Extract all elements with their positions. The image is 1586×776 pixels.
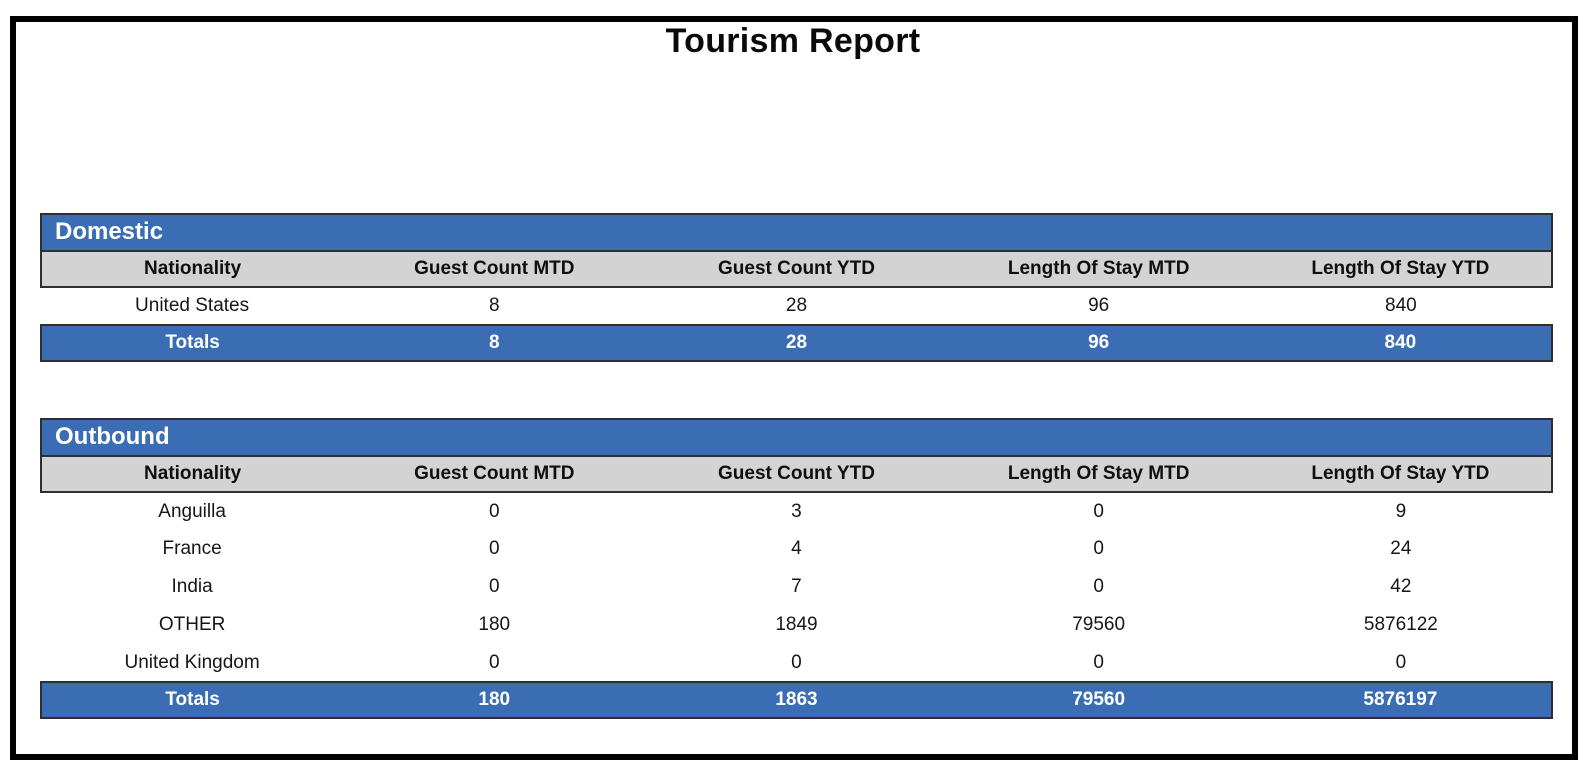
totals-label: Totals	[39, 681, 344, 719]
column-header: Length Of Stay YTD	[1249, 250, 1554, 288]
outbound-table: Outbound Nationality Guest Count MTD Guest …	[39, 418, 1554, 719]
totals-value: 1863	[645, 681, 948, 719]
section-title: Outbound	[40, 418, 1553, 457]
column-header: Length Of Stay MTD	[947, 250, 1250, 288]
column-header: Guest Count MTD	[343, 455, 646, 493]
value-cell: 7	[645, 568, 948, 606]
table-row: Anguilla 0 3 0 9	[41, 492, 1552, 530]
value-cell: 24	[1249, 530, 1552, 568]
nationality-cell: United States	[41, 287, 344, 325]
value-cell: 0	[947, 644, 1250, 682]
value-cell: 79560	[947, 606, 1250, 644]
section-title: Domestic	[40, 213, 1553, 252]
table-row: France 0 4 0 24	[41, 530, 1552, 568]
column-header: Nationality	[39, 250, 344, 288]
value-cell: 0	[947, 530, 1250, 568]
value-cell: 42	[1249, 568, 1552, 606]
totals-value: 28	[645, 324, 948, 362]
table-row: OTHER 180 1849 79560 5876122	[41, 606, 1552, 644]
value-cell: 1849	[645, 606, 948, 644]
column-header-row: Nationality Guest Count MTD Guest Count YT…	[39, 455, 1554, 493]
value-cell: 4	[645, 530, 948, 568]
table-row: India 0 7 0 42	[41, 568, 1552, 606]
totals-row: Totals 180 1863 79560 5876197	[39, 681, 1554, 719]
totals-value: 8	[343, 324, 646, 362]
section-header-row: Domestic	[40, 213, 1553, 252]
column-header: Guest Count YTD	[645, 455, 948, 493]
value-cell: 28	[645, 287, 948, 325]
table-row: United States 8 28 96 840	[41, 287, 1552, 325]
value-cell: 0	[343, 530, 646, 568]
column-header: Length Of Stay YTD	[1249, 455, 1554, 493]
value-cell: 0	[1249, 644, 1552, 682]
totals-row: Totals 8 28 96 840	[39, 324, 1554, 362]
totals-value: 840	[1249, 324, 1554, 362]
value-cell: 0	[343, 492, 646, 530]
value-cell: 0	[947, 492, 1250, 530]
value-cell: 180	[343, 606, 646, 644]
value-cell: 0	[343, 644, 646, 682]
column-header: Guest Count YTD	[645, 250, 948, 288]
nationality-cell: Anguilla	[41, 492, 344, 530]
totals-value: 79560	[947, 681, 1250, 719]
column-header: Guest Count MTD	[343, 250, 646, 288]
value-cell: 0	[645, 644, 948, 682]
totals-label: Totals	[39, 324, 344, 362]
value-cell: 840	[1249, 287, 1552, 325]
nationality-cell: United Kingdom	[41, 644, 344, 682]
section-header-row: Outbound	[40, 418, 1553, 457]
nationality-cell: France	[41, 530, 344, 568]
column-header-row: Nationality Guest Count MTD Guest Count YT…	[39, 250, 1554, 288]
column-header: Length Of Stay MTD	[947, 455, 1250, 493]
value-cell: 5876122	[1249, 606, 1552, 644]
value-cell: 96	[947, 287, 1250, 325]
value-cell: 0	[947, 568, 1250, 606]
totals-value: 180	[343, 681, 646, 719]
totals-value: 96	[947, 324, 1250, 362]
report-title: Tourism Report	[665, 22, 921, 60]
nationality-cell: India	[41, 568, 344, 606]
value-cell: 9	[1249, 492, 1552, 530]
totals-value: 5876197	[1249, 681, 1554, 719]
value-cell: 8	[343, 287, 646, 325]
table-row: United Kingdom 0 0 0 0	[41, 644, 1552, 682]
nationality-cell: OTHER	[41, 606, 344, 644]
value-cell: 0	[343, 568, 646, 606]
column-header: Nationality	[39, 455, 344, 493]
domestic-table: Domestic Nationality Guest Count MTD Guest …	[39, 213, 1554, 362]
value-cell: 3	[645, 492, 948, 530]
